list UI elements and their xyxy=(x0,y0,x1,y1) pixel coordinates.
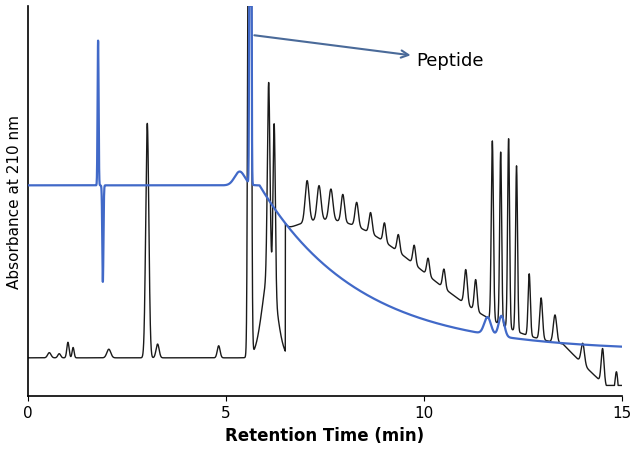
Y-axis label: Absorbance at 210 nm: Absorbance at 210 nm xyxy=(7,115,22,288)
Text: Peptide: Peptide xyxy=(254,36,484,70)
X-axis label: Retention Time (min): Retention Time (min) xyxy=(226,426,424,444)
